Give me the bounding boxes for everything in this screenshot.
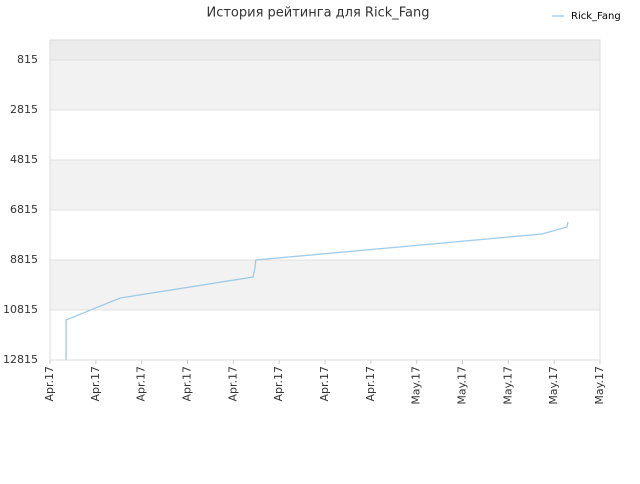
y-tick-label: 4815: [10, 153, 38, 166]
plot-band: [50, 40, 600, 60]
x-tick-label: May.17: [456, 366, 469, 405]
x-tick-label: Apr.17: [318, 366, 331, 402]
x-tick-label: Apr.17: [181, 366, 194, 402]
x-tick-label: Apr.17: [89, 366, 102, 402]
x-tick-label: May.17: [501, 366, 514, 405]
x-tick-label: Apr.17: [135, 366, 148, 402]
y-tick-label: 815: [17, 53, 38, 66]
y-tick-label: 6815: [10, 203, 38, 216]
y-tick-label: 8815: [10, 253, 38, 266]
x-tick-label: Apr.17: [43, 366, 56, 402]
x-tick-label: May.17: [593, 366, 606, 405]
x-tick-label: May.17: [547, 366, 560, 405]
plot-band: [50, 160, 600, 210]
y-tick-label: 10815: [3, 303, 38, 316]
x-tick-label: Apr.17: [226, 366, 239, 402]
plot-band: [50, 60, 600, 110]
legend-label: Rick_Fang: [571, 11, 621, 22]
series-line: [65, 221, 569, 360]
x-tick-label: Apr.17: [272, 366, 285, 402]
chart-title: История рейтинга для Rick_Fang: [206, 6, 429, 21]
x-tick-label: May.17: [410, 366, 423, 405]
y-tick-label: 12815: [3, 353, 38, 366]
y-tick-label: 2815: [10, 103, 38, 116]
plot-band: [50, 260, 600, 310]
x-tick-label: Apr.17: [364, 366, 377, 402]
